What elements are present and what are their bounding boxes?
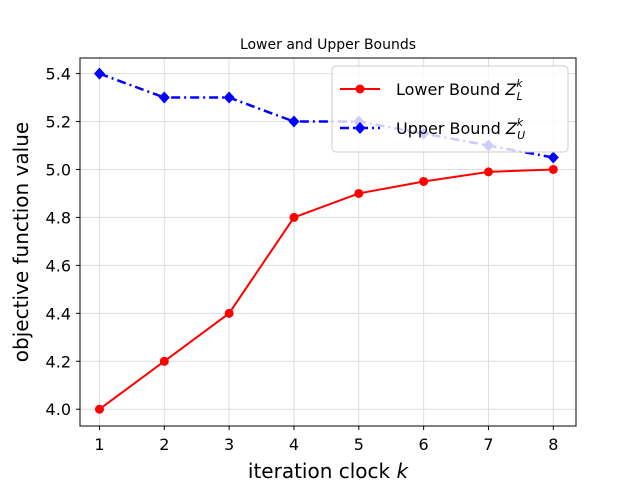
chart-title: Lower and Upper Bounds xyxy=(240,37,416,53)
upper-bound-point xyxy=(223,91,235,104)
ticks: 1 2 3 4 5 6 7 8 4.0 4.2 4.4 4.6 4.8 5.0 5.2 5.4 xyxy=(46,65,559,454)
legend: Lower Bound Zk L Upper Bound Zk U xyxy=(331,65,569,153)
y-tick-label: 5.4 xyxy=(46,65,71,84)
y-tick-label: 5.0 xyxy=(46,160,71,179)
legend-lower-bound-label: Lower Bound Zk L xyxy=(396,77,523,103)
lower-bound-point xyxy=(354,188,364,198)
x-tick-label: 8 xyxy=(548,435,558,454)
y-tick-label: 4.6 xyxy=(46,256,71,275)
x-tick-label: 7 xyxy=(483,435,493,454)
lower-bound-point xyxy=(159,356,169,366)
y-tick-label: 4.2 xyxy=(46,352,71,371)
x-tick-label: 4 xyxy=(289,435,299,454)
lower-bound-point xyxy=(548,164,558,174)
y-axis-label: objective function value xyxy=(9,122,33,362)
y-tick-label: 4.8 xyxy=(46,208,71,227)
y-tick-label: 5.2 xyxy=(46,113,71,132)
x-tick-label: 1 xyxy=(94,435,104,454)
upper-bound-point xyxy=(158,91,170,104)
lower-bound-line xyxy=(98,168,554,411)
legend-upper-bound-marker xyxy=(354,122,366,134)
x-tick-label: 6 xyxy=(419,435,429,454)
lower-bound-point xyxy=(419,176,429,186)
legend-box xyxy=(331,65,569,153)
lower-bound-point xyxy=(224,308,234,318)
plot-frame xyxy=(79,57,577,427)
legend-upper-bound-label: Upper Bound Zk U xyxy=(396,116,525,142)
upper-bound-point xyxy=(547,151,559,164)
lower-bound-point xyxy=(289,212,299,222)
y-tick-label: 4.4 xyxy=(46,304,71,323)
x-tick-label: 2 xyxy=(159,435,169,454)
x-tick-label: 3 xyxy=(224,435,234,454)
legend-lower-bound-marker xyxy=(355,84,365,94)
x-tick-label: 5 xyxy=(354,435,364,454)
upper-bound-point xyxy=(93,67,105,80)
lower-bound-point xyxy=(483,167,493,177)
upper-bound-point xyxy=(288,115,300,128)
x-axis-label: iteration clock k xyxy=(248,459,410,480)
y-tick-label: 4.0 xyxy=(46,400,71,419)
lower-bound-point xyxy=(94,404,104,414)
